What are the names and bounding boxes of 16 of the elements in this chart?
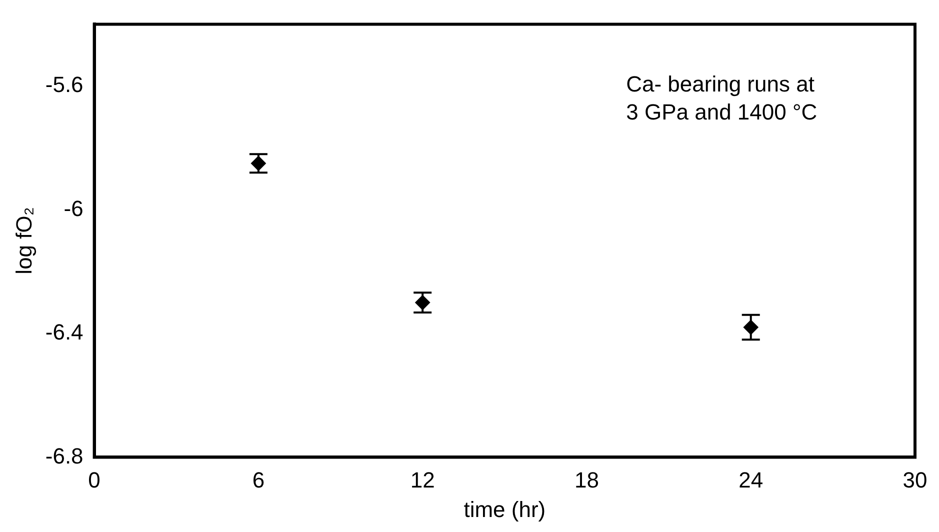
x-tick-label: 30 [902,467,928,492]
y-tick-label: -6.4 [45,320,84,345]
y-tick-label: -6.8 [45,443,84,468]
y-tick-label: -6 [64,196,84,221]
x-axis-title: time (hr) [464,496,546,522]
y-tick-label: -5.6 [45,72,84,98]
annotation: Ca- bearing runs at 3 GPa and 1400 °C [626,71,818,124]
x-tick-label: 24 [738,467,764,492]
x-tick-label: 18 [574,467,599,492]
point [743,320,758,335]
x-tick-label: 0 [88,467,100,492]
y-axis-title: log fO₂ [11,207,36,274]
point [250,156,266,171]
x-tick-label: 12 [410,467,435,492]
x-tick-label: 6 [252,467,265,492]
point [415,295,430,310]
